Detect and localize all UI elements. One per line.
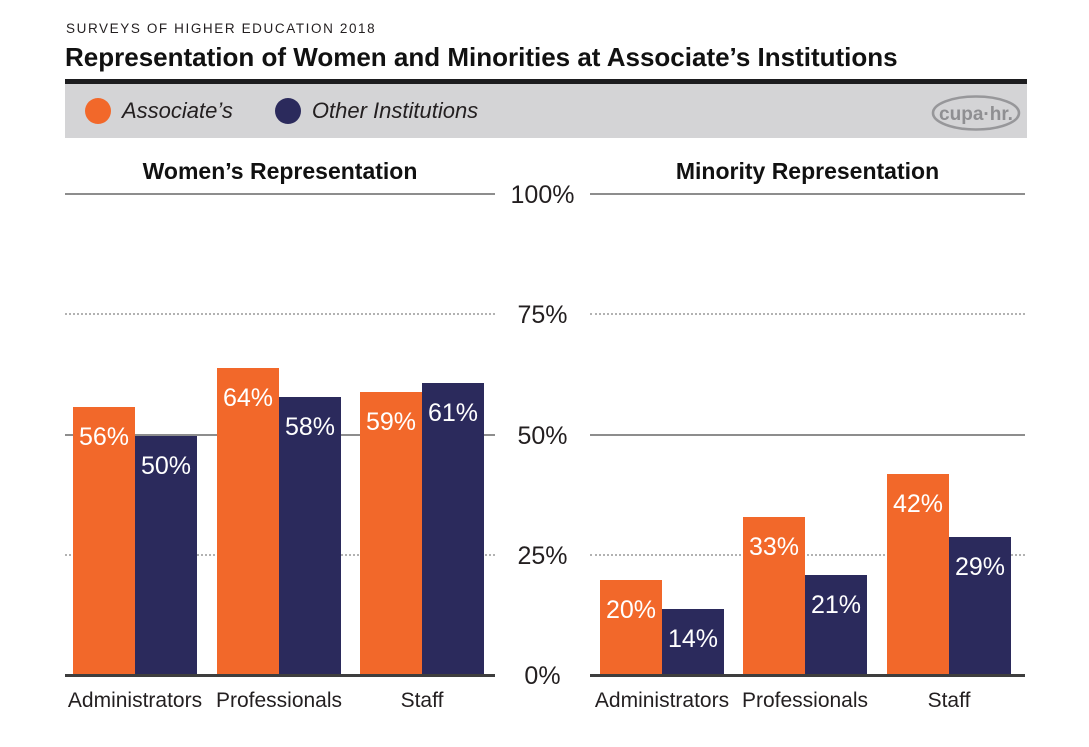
- category-label-professionals: Professionals: [741, 689, 869, 712]
- chart-title-minority: Minority Representation: [675, 158, 940, 184]
- gridline-25pct: [590, 553, 1025, 556]
- bar-value-label: 64%: [222, 384, 274, 413]
- bar-value-label: 33%: [748, 533, 800, 562]
- legend-swatch-other-icon: [274, 98, 301, 124]
- y-tick-25pct: 25%: [517, 541, 568, 570]
- legend-label-other: Other Institutions: [311, 98, 479, 123]
- bar-associates-staff: 59%: [360, 392, 422, 676]
- bar-associates-staff: 42%: [887, 473, 949, 676]
- report-eyebrow: SURVEYS OF HIGHER EDUCATION 2018: [66, 21, 377, 36]
- bar-group-administrators: 56% 50%: [73, 406, 197, 676]
- y-tick-0pct: 0%: [524, 662, 561, 690]
- bar-value-label: 42%: [892, 489, 944, 518]
- bar-other-administrators: 14%: [662, 608, 724, 676]
- gridline-75pct: [590, 313, 1025, 316]
- bar-associates-administrators: 56%: [73, 406, 135, 676]
- title-rule: [65, 79, 1027, 84]
- bar-value-label: 56%: [78, 422, 130, 451]
- gridline-75pct: [65, 313, 495, 316]
- category-label-administrators: Administrators: [594, 689, 730, 712]
- bar-group-staff: 42% 29%: [887, 473, 1011, 676]
- bar-value-label: 50%: [140, 451, 192, 480]
- cupa-hr-logo: cupa·hr.: [931, 95, 1021, 131]
- legend-swatch-associates-icon: [85, 98, 111, 124]
- bar-other-staff: 29%: [949, 536, 1011, 676]
- gridline-0pct: [590, 674, 1025, 677]
- category-label-professionals: Professionals: [215, 689, 343, 712]
- bar-value-label: 21%: [810, 591, 862, 619]
- womens-representation-chart: 56% 50% Administrators 64% 58% Professionals 5…: [65, 193, 495, 712]
- category-label-staff: Staff: [400, 689, 444, 712]
- bar-associates-professionals: 33%: [743, 517, 805, 676]
- bar-value-label: 29%: [954, 552, 1006, 581]
- page-title: Representation of Women and Minorities a…: [65, 42, 898, 72]
- gridline-50pct: [590, 433, 1025, 436]
- gridline-100pct: [65, 193, 495, 195]
- y-tick-100pct: 100%: [510, 181, 575, 209]
- logo-text: cupa·hr.: [939, 104, 1013, 125]
- chart-title-womens: Women’s Representation: [142, 158, 418, 184]
- bar-other-professionals: 58%: [279, 397, 341, 676]
- bar-associates-administrators: 20%: [600, 579, 662, 676]
- bar-value-label: 20%: [605, 595, 657, 624]
- gridline-0pct: [65, 674, 495, 677]
- logo-ellipse-icon: [931, 95, 1021, 131]
- bar-associates-professionals: 64%: [217, 368, 279, 676]
- category-label-administrators: Administrators: [67, 689, 203, 712]
- bar-other-administrators: 50%: [135, 435, 197, 676]
- bar-group-professionals: 64% 58%: [217, 368, 341, 676]
- bar-value-label: 59%: [365, 408, 417, 437]
- category-label-staff: Staff: [927, 689, 971, 712]
- bar-other-staff: 61%: [422, 382, 484, 676]
- y-tick-50pct: 50%: [517, 421, 568, 450]
- bar-group-administrators: 20% 14%: [600, 579, 724, 676]
- bar-value-label: 58%: [284, 413, 336, 442]
- legend-label-associates: Associate’s: [122, 98, 233, 123]
- y-tick-75pct: 75%: [517, 301, 568, 330]
- bar-other-professionals: 21%: [805, 575, 867, 676]
- gridline-100pct: [590, 193, 1025, 195]
- legend: Associate’s Other Institutions cupa·hr.: [65, 84, 1027, 138]
- bar-value-label: 14%: [667, 624, 719, 653]
- bar-group-professionals: 33% 21%: [743, 517, 867, 676]
- bar-group-staff: 59% 61%: [360, 382, 484, 676]
- minority-representation-chart: 20% 14% Administrators 33% 21% Professionals 4…: [590, 193, 1025, 712]
- bar-value-label: 61%: [427, 398, 479, 427]
